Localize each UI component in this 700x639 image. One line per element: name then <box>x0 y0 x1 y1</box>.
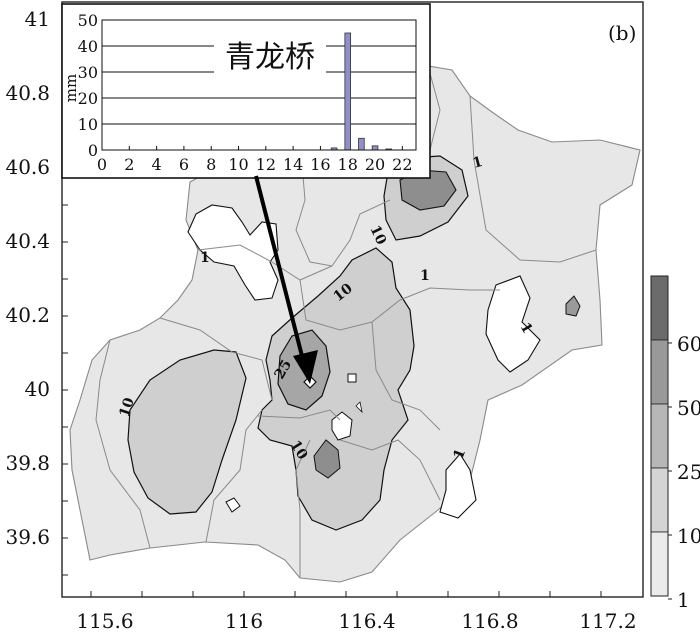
colorbar-frame <box>650 275 669 597</box>
y-tick-labels: 41 40.8 40.6 40.4 40.2 40 39.8 39.6 <box>5 7 50 549</box>
map-layers: 1 1 1 1 1 10 10 10 10 10 25 <box>69 65 641 583</box>
inset-x-tick-label: 4 <box>152 155 162 174</box>
district-borders <box>95 65 597 578</box>
inset-y-tick-label: 30 <box>78 63 98 82</box>
x-tick-label: 115.6 <box>76 609 133 633</box>
colorbar-label: 50 <box>677 396 700 420</box>
inset-x-tick-label: 6 <box>179 155 189 174</box>
inset-unit-label: mm <box>62 74 80 102</box>
inset-y-tick-labels: 0 10 20 30 40 50 <box>78 11 98 160</box>
colorbar-label: 1 <box>677 588 690 612</box>
panel-label: (b) <box>608 21 636 45</box>
colorbar-label: 60 <box>677 332 700 356</box>
inset-x-tick-label: 14 <box>283 155 303 174</box>
colorbar-swatch <box>650 467 669 533</box>
x-axis-ticks <box>90 591 602 597</box>
inset-frame <box>61 3 431 179</box>
inset-x-tick-label: 20 <box>365 155 385 174</box>
inset-plot-frame <box>101 19 417 151</box>
y-tick-label: 40 <box>25 377 50 401</box>
inset-y-tick-label: 20 <box>78 89 98 108</box>
inset-y-tick-label: 40 <box>78 37 98 56</box>
dry-area-east <box>485 275 541 373</box>
colorbar-label: 25 <box>677 460 700 484</box>
inset-bar <box>358 137 365 151</box>
contour-label: 1 <box>420 268 430 284</box>
y-tick-label: 40.4 <box>5 229 50 253</box>
dot-spot <box>355 401 363 414</box>
inset-bar <box>371 145 379 151</box>
inset-y-tick-label: 50 <box>78 11 98 30</box>
inset-x-tick-label: 16 <box>310 155 330 174</box>
x-tick-label: 116.8 <box>461 609 518 633</box>
colorbar: 60 50 25 10 1 <box>650 275 700 612</box>
colorbar-label: 10 <box>677 524 700 548</box>
heavy-spot-east <box>565 295 581 317</box>
inset-x-tick-label: 8 <box>206 155 216 174</box>
inset-x-tick-label: 10 <box>228 155 248 174</box>
inset-bar <box>344 32 352 151</box>
inset-y-tick-label: 0 <box>88 141 98 160</box>
station-name-backdrop <box>214 38 326 74</box>
rain-10mm-west <box>127 349 247 515</box>
dry-spot-south <box>331 411 353 441</box>
dry-area-southeast <box>439 453 477 519</box>
y-tick-label: 40.6 <box>5 155 50 179</box>
dry-spot-small <box>347 373 357 383</box>
x-tick-label: 117.2 <box>579 609 636 633</box>
y-tick-label: 39.8 <box>5 451 50 475</box>
inset-x-tick-label: 12 <box>256 155 276 174</box>
rain-10mm-central <box>257 247 415 531</box>
dry-area-north <box>187 204 279 301</box>
inset-x-tick-label: 2 <box>124 155 134 174</box>
colorbar-swatch <box>650 531 669 597</box>
dry-spot-west <box>225 497 241 513</box>
rain-25mm-south <box>313 439 341 479</box>
x-tick-label: 116 <box>225 609 263 633</box>
x-tick-label: 116.4 <box>338 609 395 633</box>
colorbar-swatch <box>650 403 669 469</box>
colorbar-swatch <box>650 275 669 341</box>
y-tick-label: 41 <box>25 7 50 31</box>
contour-label: 10 <box>366 223 389 248</box>
contour-label: 10 <box>117 396 138 420</box>
inset-x-tick-label: 0 <box>97 155 107 174</box>
y-tick-label: 40.2 <box>5 303 50 327</box>
contour-label: 1 <box>200 250 210 266</box>
inset-x-tick-labels: 0 2 4 6 8 10 12 14 16 18 20 22 <box>97 155 413 174</box>
inset-x-tick-label: 22 <box>392 155 412 174</box>
inset-y-tick-label: 10 <box>78 115 98 134</box>
contour-label: 1 <box>471 154 485 172</box>
colorbar-swatch <box>650 339 669 405</box>
y-tick-label: 39.6 <box>5 525 50 549</box>
station-name: 青龙桥 <box>225 40 315 75</box>
x-tick-labels: 115.6 116 116.4 116.8 117.2 <box>76 609 636 633</box>
inset-x-tick-label: 18 <box>338 155 358 174</box>
pointer-arrow <box>254 175 318 384</box>
y-tick-label: 40.8 <box>5 81 50 105</box>
